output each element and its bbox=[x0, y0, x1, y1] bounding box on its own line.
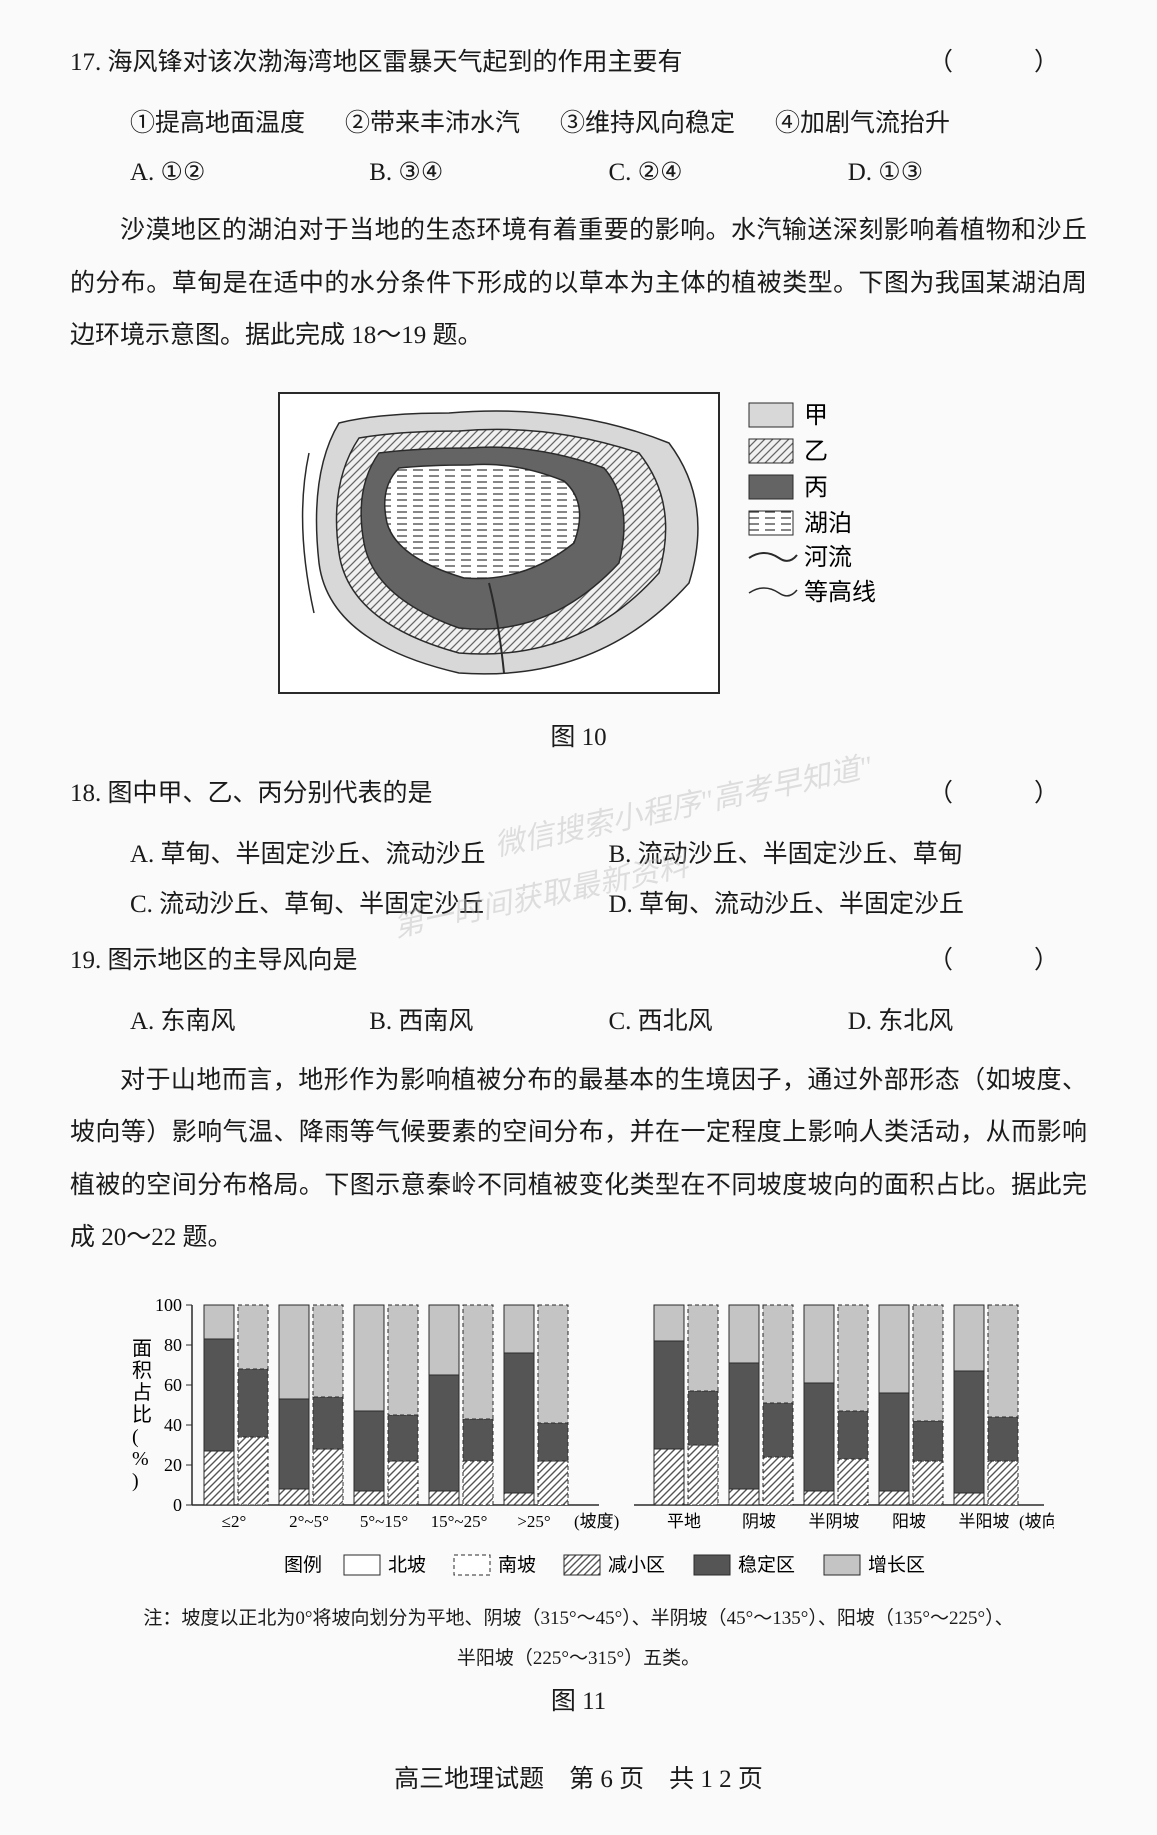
q18-opt-a: A. 草甸、半固定沙丘、流动沙丘 bbox=[130, 834, 609, 870]
q18-opt-b: B. 流动沙丘、半固定沙丘、草甸 bbox=[609, 834, 1088, 870]
q17-stmt-1: ①提高地面温度 bbox=[130, 103, 305, 139]
stacked-bar-chart: 面积占比(%) 0 20 40 60 80 100 ≤2° 2°~5° 5°~15° 15°~25°… bbox=[104, 1285, 1054, 1595]
q17-stem: 17. 海风锋对该次渤海湾地区雷暴天气起到的作用主要有 （ ） bbox=[70, 40, 1087, 85]
svg-text:%: % bbox=[132, 1448, 149, 1470]
q18-opt-c: C. 流动沙丘、草甸、半固定沙丘 bbox=[130, 884, 609, 920]
svg-text:0: 0 bbox=[173, 1495, 182, 1515]
q18-number: 18. bbox=[70, 780, 101, 807]
q17-stmt-2: ②带来丰沛水汽 bbox=[345, 103, 520, 139]
fig11-caption: 图 11 bbox=[551, 1681, 606, 1717]
figure-10: 甲 乙 丙 湖泊 河流 等高线 bbox=[70, 383, 1087, 703]
legend-yi: 乙 bbox=[804, 439, 828, 465]
q17-options: A. ①② B. ③④ C. ②④ D. ①③ bbox=[70, 157, 1087, 187]
q19-options: A. 东南风 B. 西南风 C. 西北风 D. 东北风 bbox=[70, 1001, 1087, 1037]
svg-text:15°~25°: 15°~25° bbox=[430, 1512, 487, 1531]
q19-bracket: （ ） bbox=[928, 938, 1087, 983]
q17-opt-b: B. ③④ bbox=[369, 157, 608, 187]
q17-text: 海风锋对该次渤海湾地区雷暴天气起到的作用主要有 bbox=[108, 49, 683, 76]
svg-text:≤2°: ≤2° bbox=[221, 1512, 246, 1531]
q17-opt-d: D. ①③ bbox=[848, 157, 1087, 187]
svg-text:南坡: 南坡 bbox=[498, 1554, 536, 1576]
svg-text:5°~15°: 5°~15° bbox=[359, 1512, 407, 1531]
svg-text:20: 20 bbox=[164, 1455, 182, 1475]
svg-text:增长区: 增长区 bbox=[868, 1554, 925, 1576]
q18-stem: 18. 图中甲、乙、丙分别代表的是 （ ） bbox=[70, 771, 1087, 816]
fig10-caption: 图 10 bbox=[70, 717, 1087, 753]
svg-text:比: 比 bbox=[132, 1403, 152, 1426]
page-footer: 高三地理试题 第 6 页 共 1 2 页 bbox=[70, 1759, 1087, 1795]
svg-text:半阳坡: 半阳坡 bbox=[958, 1512, 1009, 1531]
q19-stem: 19. 图示地区的主导风向是 （ ） bbox=[70, 938, 1087, 983]
svg-text:40: 40 bbox=[164, 1415, 182, 1435]
q19-number: 19. bbox=[70, 947, 101, 974]
svg-text:积: 积 bbox=[132, 1359, 152, 1382]
q19-text: 图示地区的主导风向是 bbox=[108, 947, 358, 974]
q19-opt-b: B. 西南风 bbox=[369, 1001, 608, 1037]
legend-lake: 湖泊 bbox=[804, 510, 852, 537]
legend-river: 河流 bbox=[804, 544, 852, 571]
q17-number: 17. bbox=[70, 49, 101, 76]
q17-opt-c: C. ②④ bbox=[609, 157, 848, 187]
q18-text: 图中甲、乙、丙分别代表的是 bbox=[108, 780, 433, 807]
svg-text:半阴坡: 半阴坡 bbox=[808, 1512, 859, 1531]
q18-opt-d: D. 草甸、流动沙丘、半固定沙丘 bbox=[609, 884, 1088, 920]
svg-text:阴坡: 阴坡 bbox=[742, 1512, 776, 1531]
svg-text:减小区: 减小区 bbox=[608, 1554, 665, 1576]
svg-text:2°~5°: 2°~5° bbox=[289, 1512, 329, 1531]
q17-statements: ①提高地面温度 ②带来丰沛水汽 ③维持风向稳定 ④加剧气流抬升 bbox=[70, 103, 1087, 139]
svg-text:平地: 平地 bbox=[667, 1512, 701, 1531]
q17-stmt-3: ③维持风向稳定 bbox=[560, 103, 735, 139]
q17-bracket: （ ） bbox=[928, 40, 1087, 85]
fig11-note2: 半阳坡（225°～315°）五类。 bbox=[457, 1643, 700, 1675]
legend-jia: 甲 bbox=[804, 403, 828, 429]
legend-bing: 丙 bbox=[804, 475, 828, 501]
q19-opt-c: C. 西北风 bbox=[609, 1001, 848, 1037]
svg-text:面: 面 bbox=[132, 1338, 152, 1360]
q18-bracket: （ ） bbox=[928, 771, 1087, 816]
passage-2: 对于山地而言，地形作为影响植被分布的最基本的生境因子，通过外部形态（如坡度、坡向… bbox=[70, 1055, 1087, 1265]
q17-stmt-4: ④加剧气流抬升 bbox=[775, 103, 950, 139]
svg-text:(: ( bbox=[132, 1426, 139, 1448]
q19-opt-a: A. 东南风 bbox=[130, 1001, 369, 1037]
svg-text:占: 占 bbox=[132, 1381, 152, 1404]
legend-contour: 等高线 bbox=[804, 579, 876, 606]
fig11-note1: 注：坡度以正北为0°将坡向划分为平地、阴坡（315°～45°）、半阴坡（45°～… bbox=[143, 1603, 1013, 1635]
figure-11: 面积占比(%) 0 20 40 60 80 100 ≤2° 2°~5° 5°~15° 15°~25°… bbox=[70, 1285, 1087, 1736]
q17-opt-a: A. ①② bbox=[130, 157, 369, 187]
svg-text:100: 100 bbox=[155, 1295, 182, 1315]
svg-text:图例: 图例 bbox=[284, 1554, 322, 1576]
svg-text:): ) bbox=[132, 1470, 139, 1492]
svg-text:(坡度): (坡度) bbox=[574, 1512, 619, 1531]
q19-opt-d: D. 东北风 bbox=[848, 1001, 1087, 1037]
map-diagram: 甲 乙 丙 湖泊 河流 等高线 bbox=[269, 383, 889, 703]
svg-text:60: 60 bbox=[164, 1375, 182, 1395]
svg-text:(坡向): (坡向) bbox=[1019, 1512, 1054, 1531]
svg-text:北坡: 北坡 bbox=[388, 1554, 426, 1576]
svg-text:>25°: >25° bbox=[517, 1512, 550, 1531]
svg-text:80: 80 bbox=[164, 1335, 182, 1355]
svg-text:阳坡: 阳坡 bbox=[892, 1512, 926, 1531]
q18-options: A. 草甸、半固定沙丘、流动沙丘 B. 流动沙丘、半固定沙丘、草甸 C. 流动沙… bbox=[70, 834, 1087, 920]
passage-1: 沙漠地区的湖泊对于当地的生态环境有着重要的影响。水汽输送深刻影响着植物和沙丘的分… bbox=[70, 205, 1087, 363]
svg-text:稳定区: 稳定区 bbox=[738, 1554, 795, 1576]
